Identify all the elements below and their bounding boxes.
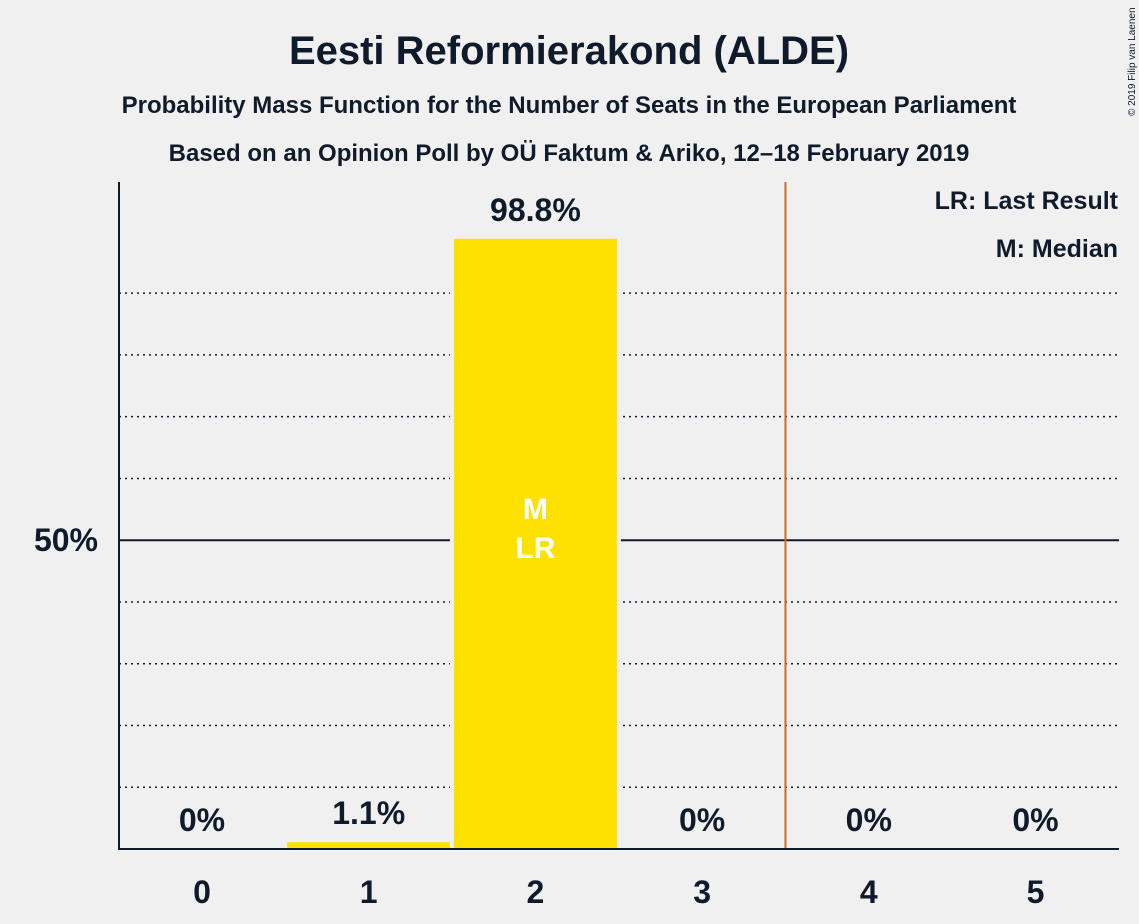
chart-subtitle-poll: Based on an Opinion Poll by OÜ Faktum & … — [169, 140, 970, 167]
legend-median: M: Median — [996, 235, 1118, 263]
bar-value-label-1: 1.1% — [332, 795, 405, 831]
x-tick-label-5: 5 — [1027, 874, 1045, 910]
chart-title: Eesti Reformierakond (ALDE) — [289, 29, 849, 73]
x-tick-label-2: 2 — [527, 874, 545, 910]
last-result-marker-label: LR — [515, 532, 555, 565]
bar-value-labels: 0% 1.1% 98.8% 0% 0% 0% M LR — [179, 192, 1059, 838]
bar-2 — [453, 238, 617, 850]
bars — [283, 236, 621, 850]
x-tick-label-0: 0 — [193, 874, 211, 910]
x-tick-label-1: 1 — [360, 874, 378, 910]
bar-value-label-3: 0% — [679, 802, 725, 838]
bar-value-label-5: 0% — [1012, 802, 1058, 838]
bar-1 — [287, 842, 451, 849]
x-tick-labels: 0 1 2 3 4 5 — [193, 874, 1044, 910]
legend-last-result: LR: Last Result — [935, 187, 1119, 215]
y-tick-label-50: 50% — [34, 522, 98, 558]
chart-subtitle: Probability Mass Function for the Number… — [122, 92, 1017, 119]
bar-value-label-4: 0% — [846, 802, 892, 838]
credit-text: © 2019 Filip van Laenen — [1127, 7, 1138, 116]
median-marker-label: M — [523, 493, 548, 526]
x-tick-label-3: 3 — [693, 874, 711, 910]
x-tick-label-4: 4 — [860, 874, 878, 910]
bar-value-label-2: 98.8% — [490, 192, 581, 228]
bar-value-label-0: 0% — [179, 802, 225, 838]
